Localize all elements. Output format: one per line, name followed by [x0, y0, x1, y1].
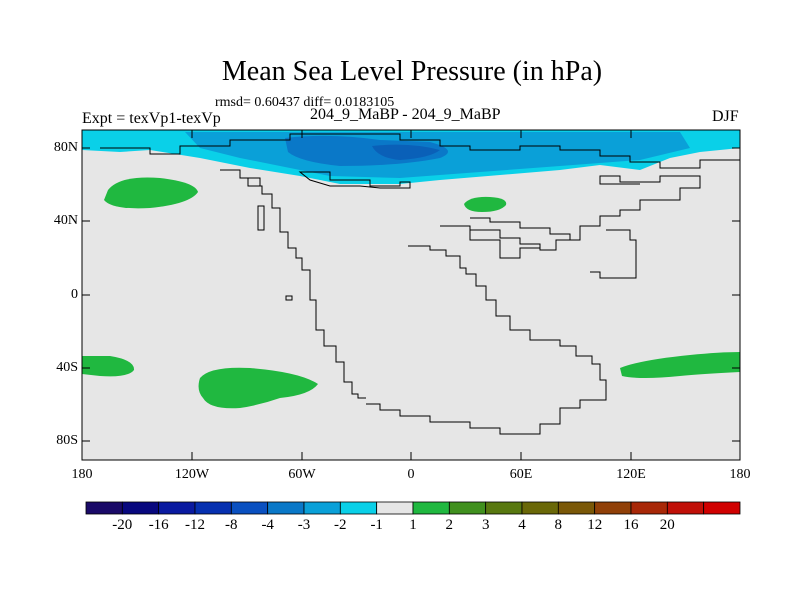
positive-anomaly-north-pacific: [104, 177, 198, 209]
colorbar-swatch: [339, 501, 378, 515]
positive-anomaly-southwest-edge: [82, 356, 135, 377]
colorbar-swatch: [557, 501, 596, 515]
colorbar-swatch: [448, 501, 487, 515]
x-tick-label: 180: [71, 467, 93, 482]
colorbar-label: -1: [370, 517, 383, 533]
coastlines: [100, 133, 740, 435]
season-label: DJF: [712, 108, 739, 125]
y-tick-label: 80N: [53, 140, 78, 155]
americas-outline: [220, 169, 366, 399]
axis-ticks: [81, 130, 741, 460]
asia-south-outline: [470, 229, 637, 279]
colorbar-swatch: [594, 501, 632, 515]
eurasia-outline: [366, 245, 607, 435]
colorbar-swatch: [521, 501, 559, 515]
colorbar-swatch: [230, 501, 269, 515]
y-tick-label: 40S: [56, 360, 78, 375]
colorbar-swatch: [121, 501, 160, 515]
colorbar-label: -2: [334, 517, 347, 533]
arctic-coast: [100, 133, 740, 169]
colorbar-label: -12: [185, 517, 205, 533]
colorbar-swatch: [703, 501, 741, 515]
colorbar-label: 16: [623, 517, 639, 533]
canada-islands: [248, 177, 265, 231]
colorbar-label: -4: [261, 517, 274, 533]
colorbar-label: 12: [587, 517, 603, 533]
x-tick-label: 0: [407, 467, 415, 482]
chart-title: Mean Sea Level Pressure (in hPa): [221, 56, 603, 87]
y-tick-label: 40N: [53, 213, 78, 228]
europe-outline: [440, 225, 540, 259]
map-background: [82, 130, 740, 460]
colorbar-label: 4: [518, 517, 526, 533]
positive-anomaly-south-pacific: [198, 367, 318, 409]
colorbar-swatch: [158, 501, 196, 515]
colorbar-swatch: [85, 501, 123, 515]
colorbar-label: -20: [112, 517, 133, 533]
colorbar-swatch: [666, 501, 705, 515]
arctic-anomaly-darkest: [372, 144, 440, 160]
x-tick-label: 120W: [174, 467, 210, 482]
colorbar-swatch: [630, 501, 668, 515]
greenland-outline: [298, 171, 411, 189]
y-tick-label: 80S: [56, 433, 78, 448]
colorbar-swatch: [485, 501, 523, 515]
colorbar-label: 8: [554, 517, 563, 533]
colorbar-label: 1: [409, 517, 417, 533]
colorbar-swatch: [267, 501, 305, 515]
colorbar-swatch: [194, 501, 232, 515]
colorbar-swatch: [412, 501, 450, 515]
pacific-island: [285, 295, 293, 301]
x-tick-label: 60W: [288, 467, 316, 482]
x-tick-label: 120E: [616, 467, 646, 482]
positive-anomaly-central-asia: [464, 196, 507, 212]
runs-label: 204_9_MaBP - 204_9_MaBP: [310, 106, 501, 123]
colorbar-label: -3: [297, 517, 311, 533]
colorbar-label: 20: [659, 517, 675, 533]
x-tick-label: 180: [729, 467, 751, 482]
colorbar-swatch: [303, 501, 341, 515]
y-tick-label: 0: [71, 287, 78, 302]
colorbar-label: -8: [225, 517, 238, 533]
positive-anomaly-southeast-edge: [620, 352, 740, 378]
colorbar-label: -16: [148, 517, 169, 533]
colorbar-label: 3: [481, 517, 490, 533]
colorbar: [85, 501, 741, 515]
map-panel: [82, 130, 740, 460]
x-tick-label: 60E: [509, 467, 533, 482]
colorbar-label: 2: [445, 517, 454, 533]
colorbar-swatch: [376, 501, 414, 515]
experiment-label: Expt = texVp1-texVp: [82, 110, 221, 127]
statistics-text: rmsd= 0.60437 diff= 0.0183105: [215, 95, 395, 110]
asia-north-outline: [470, 175, 701, 241]
